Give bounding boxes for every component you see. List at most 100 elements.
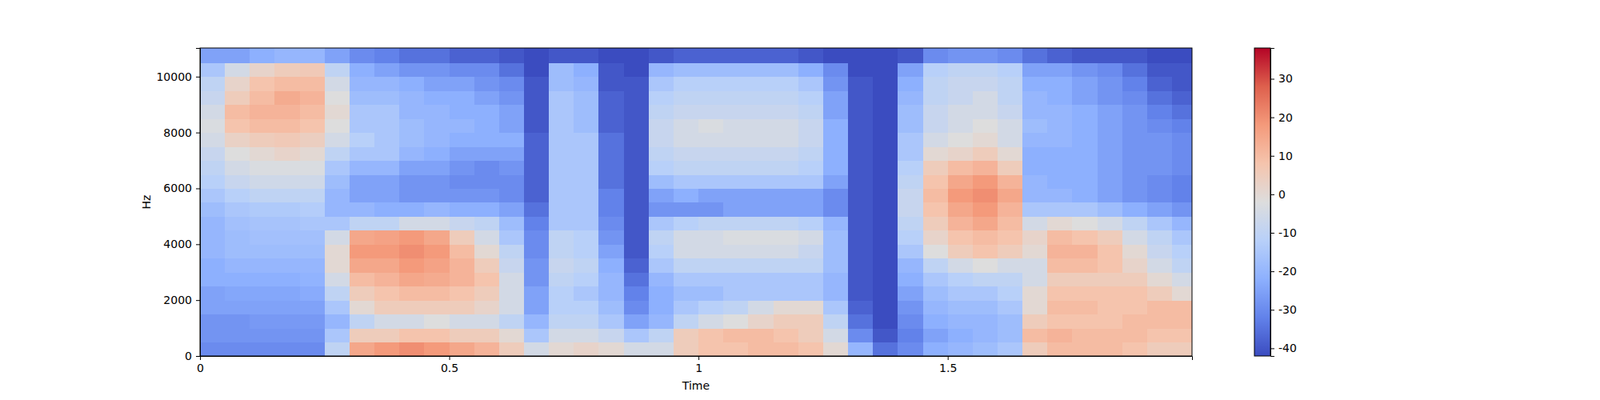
heatmap-cell bbox=[823, 146, 849, 161]
heatmap-cell bbox=[424, 62, 450, 77]
heatmap-cell bbox=[872, 244, 899, 259]
heatmap-cell bbox=[1047, 314, 1073, 329]
heatmap-cell bbox=[474, 104, 500, 120]
heatmap-cell bbox=[224, 202, 251, 217]
colorbar-axis-tick-mark bbox=[1270, 271, 1275, 272]
heatmap-cell bbox=[748, 314, 774, 329]
heatmap-cell bbox=[300, 258, 326, 273]
heatmap-cell bbox=[972, 272, 999, 287]
y-axis-tick: 0 bbox=[184, 349, 200, 363]
heatmap-cell bbox=[923, 272, 949, 287]
heatmap-cell bbox=[948, 146, 974, 161]
heatmap-cell bbox=[823, 216, 849, 231]
heatmap-cell bbox=[598, 146, 624, 161]
colorbar-axis-tick-label: -20 bbox=[1278, 264, 1297, 278]
heatmap-cell bbox=[249, 160, 276, 176]
heatmap-cell bbox=[249, 76, 276, 92]
heatmap-cell bbox=[823, 188, 849, 203]
heatmap-cell bbox=[624, 188, 650, 203]
colorbar-axis-line bbox=[1271, 48, 1276, 357]
heatmap-cell bbox=[274, 300, 300, 315]
heatmap-cell bbox=[274, 216, 300, 231]
heatmap-cell bbox=[872, 300, 899, 315]
y-axis-tick-label: 2000 bbox=[163, 293, 192, 307]
heatmap-cell bbox=[624, 314, 650, 329]
heatmap-cell bbox=[224, 286, 251, 301]
heatmap-cell bbox=[399, 342, 425, 356]
heatmap-cell bbox=[698, 160, 724, 176]
heatmap-cell bbox=[249, 314, 276, 329]
heatmap-cell bbox=[474, 300, 500, 315]
heatmap-cell bbox=[1022, 146, 1048, 161]
heatmap-cell bbox=[573, 216, 600, 231]
heatmap-cell bbox=[224, 174, 251, 189]
heatmap-cell bbox=[923, 104, 949, 120]
heatmap-cell bbox=[723, 258, 749, 273]
heatmap-cell bbox=[1097, 174, 1124, 189]
heatmap-cell bbox=[449, 230, 476, 245]
heatmap-cell bbox=[573, 230, 600, 245]
heatmap-cell bbox=[424, 314, 450, 329]
heatmap-cell bbox=[598, 272, 624, 287]
heatmap-cell bbox=[648, 104, 675, 120]
heatmap-cell bbox=[1097, 132, 1124, 148]
heatmap-cell bbox=[399, 76, 425, 92]
heatmap-cell bbox=[300, 286, 326, 301]
heatmap-cell bbox=[1147, 160, 1173, 176]
heatmap-cell bbox=[374, 90, 400, 105]
heatmap-cell bbox=[723, 146, 749, 161]
heatmap-cell bbox=[224, 132, 251, 148]
heatmap-cell bbox=[499, 286, 525, 301]
heatmap-cell bbox=[424, 76, 450, 92]
heatmap-cell bbox=[300, 342, 326, 356]
heatmap-cell bbox=[872, 272, 899, 287]
heatmap-cell bbox=[474, 174, 500, 189]
colorbar-axis-tick-label: 20 bbox=[1278, 111, 1293, 124]
heatmap-cell bbox=[723, 286, 749, 301]
heatmap-cell bbox=[798, 188, 824, 203]
heatmap-cell bbox=[698, 286, 724, 301]
heatmap-cell bbox=[624, 118, 650, 133]
heatmap-cell bbox=[548, 118, 575, 133]
heatmap-cell bbox=[249, 202, 276, 217]
heatmap-cell bbox=[524, 90, 550, 105]
heatmap-cell bbox=[624, 258, 650, 273]
heatmap-cell bbox=[399, 90, 425, 105]
heatmap-cell bbox=[274, 286, 300, 301]
heatmap-cell bbox=[773, 300, 800, 315]
heatmap-cell bbox=[224, 258, 251, 273]
heatmap-cell bbox=[897, 216, 924, 231]
heatmap-cell bbox=[823, 118, 849, 133]
y-axis-tick-label: 0 bbox=[184, 349, 192, 363]
heatmap-cell bbox=[449, 90, 476, 105]
heatmap-cell bbox=[923, 174, 949, 189]
heatmap-cell bbox=[249, 174, 276, 189]
heatmap-cell bbox=[748, 132, 774, 148]
heatmap-cell bbox=[399, 174, 425, 189]
heatmap-cell bbox=[897, 132, 924, 148]
heatmap-cell bbox=[872, 188, 899, 203]
heatmap-cell bbox=[872, 118, 899, 133]
heatmap-cell bbox=[872, 76, 899, 92]
heatmap-cell bbox=[972, 328, 999, 343]
heatmap-cell bbox=[349, 104, 376, 120]
heatmap-cell bbox=[399, 62, 425, 77]
heatmap-cell bbox=[200, 76, 226, 92]
heatmap-cell bbox=[1097, 188, 1124, 203]
heatmap-cell bbox=[897, 160, 924, 176]
heatmap-cell bbox=[848, 132, 874, 148]
heatmap-cell bbox=[897, 244, 924, 259]
heatmap-cell bbox=[200, 90, 226, 105]
heatmap-cell bbox=[848, 104, 874, 120]
heatmap-cell bbox=[249, 132, 276, 148]
heatmap-cell bbox=[1097, 272, 1124, 287]
heatmap-cell bbox=[648, 300, 675, 315]
x-axis-tick-label: 1 bbox=[695, 361, 703, 375]
heatmap-cell bbox=[598, 300, 624, 315]
heatmap-cell bbox=[1172, 216, 1192, 231]
heatmap-cell bbox=[698, 146, 724, 161]
heatmap-cell bbox=[872, 216, 899, 231]
colorbar-axis-tick: -40 bbox=[1270, 341, 1297, 355]
heatmap-cell bbox=[923, 258, 949, 273]
heatmap-cell bbox=[548, 202, 575, 217]
